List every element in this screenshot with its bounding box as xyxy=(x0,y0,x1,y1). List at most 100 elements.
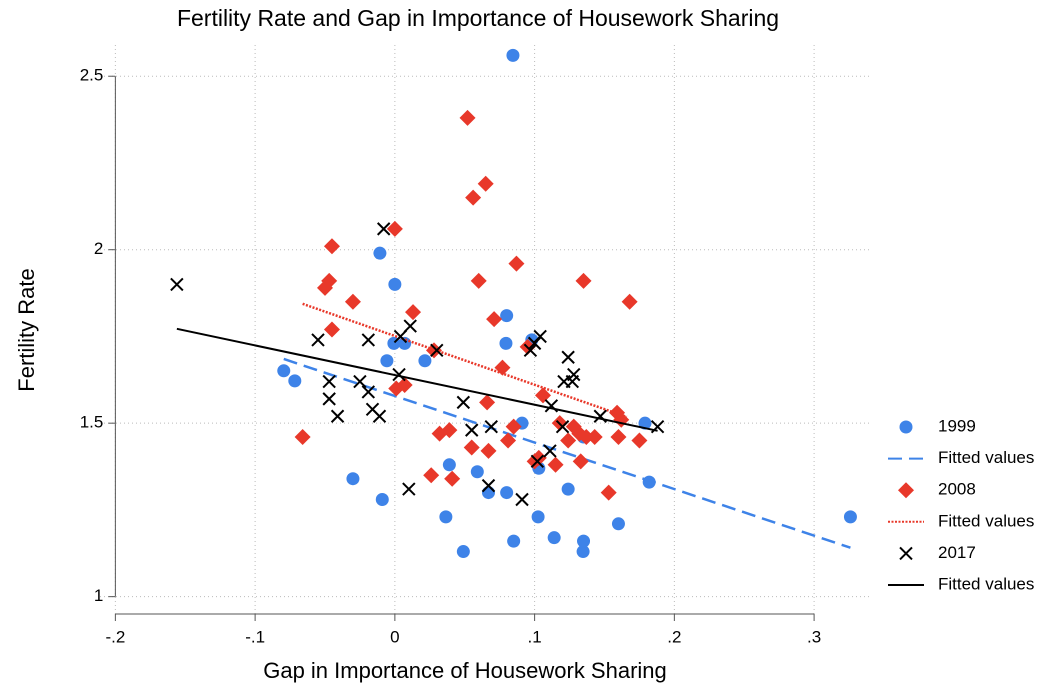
point xyxy=(444,470,461,487)
point xyxy=(456,545,470,559)
point xyxy=(567,367,581,382)
point xyxy=(508,255,525,272)
point xyxy=(578,429,595,446)
point xyxy=(500,309,514,323)
point xyxy=(375,493,389,507)
x-tick-label: -.1 xyxy=(245,627,265,646)
legend-swatch xyxy=(898,482,914,499)
point xyxy=(321,272,338,289)
y-tick-label: 1.5 xyxy=(80,413,104,432)
point xyxy=(507,534,521,548)
point xyxy=(465,189,482,206)
point xyxy=(547,456,564,473)
point xyxy=(611,517,625,531)
point xyxy=(418,354,432,368)
point xyxy=(572,453,589,470)
x-tick-label: .1 xyxy=(528,627,542,646)
y-tick-label: 2.5 xyxy=(80,66,104,85)
point xyxy=(380,354,394,368)
point xyxy=(477,175,494,192)
point xyxy=(361,385,376,399)
point xyxy=(561,482,575,496)
legend-label: Fitted values xyxy=(938,574,1034,593)
point xyxy=(322,392,336,406)
point xyxy=(499,336,513,350)
point xyxy=(398,336,412,350)
point xyxy=(361,333,376,347)
point xyxy=(561,350,575,364)
point xyxy=(534,387,551,404)
point xyxy=(459,109,476,126)
fit-line xyxy=(176,327,658,432)
point xyxy=(441,422,458,439)
point xyxy=(330,409,345,423)
point xyxy=(344,293,361,310)
point xyxy=(530,454,545,469)
point xyxy=(463,439,480,456)
legend-label: Fitted values xyxy=(938,511,1034,530)
point xyxy=(577,534,591,548)
point xyxy=(403,319,417,333)
point xyxy=(392,367,406,382)
point xyxy=(560,432,577,449)
point xyxy=(479,394,496,411)
point xyxy=(405,304,422,321)
legend-label: 1999 xyxy=(938,416,976,435)
point xyxy=(586,429,603,446)
point xyxy=(277,364,291,378)
point xyxy=(423,467,440,484)
point xyxy=(294,429,311,446)
point xyxy=(323,321,340,338)
legend-label: 2017 xyxy=(938,543,976,562)
point xyxy=(353,374,367,389)
legend-swatch xyxy=(899,420,913,434)
point xyxy=(533,329,547,344)
point xyxy=(170,277,184,292)
point xyxy=(506,48,520,62)
point xyxy=(500,486,514,500)
point xyxy=(523,343,538,358)
point xyxy=(346,472,360,486)
point xyxy=(484,419,498,434)
point xyxy=(505,418,522,435)
point xyxy=(600,484,617,501)
point xyxy=(547,531,561,545)
x-tick-label: -.2 xyxy=(105,627,125,646)
point xyxy=(388,277,402,291)
point xyxy=(470,272,487,289)
point xyxy=(480,442,497,459)
x-tick-label: .2 xyxy=(667,627,681,646)
point xyxy=(373,246,387,260)
point xyxy=(481,486,495,500)
x-tick-label: .3 xyxy=(807,627,821,646)
point xyxy=(311,333,325,347)
point xyxy=(638,416,652,430)
point xyxy=(470,465,484,479)
legend-swatch xyxy=(899,546,913,561)
point xyxy=(439,510,453,524)
point xyxy=(465,423,479,437)
point xyxy=(555,419,570,434)
point xyxy=(515,492,529,507)
point xyxy=(442,458,456,472)
point xyxy=(376,222,391,236)
x-tick-label: 0 xyxy=(390,627,399,646)
point xyxy=(575,272,592,289)
point xyxy=(288,374,302,388)
point xyxy=(530,449,547,466)
fit-line xyxy=(283,357,851,549)
point xyxy=(425,342,442,359)
point xyxy=(456,395,471,410)
point xyxy=(386,220,403,237)
point xyxy=(621,293,638,310)
chart-title: Fertility Rate and Gap in Importance of … xyxy=(177,5,779,31)
point xyxy=(486,311,503,328)
y-tick-label: 1 xyxy=(94,586,103,605)
point xyxy=(323,238,340,255)
y-axis-label: Fertility Rate xyxy=(14,268,39,391)
point xyxy=(543,444,557,458)
point xyxy=(402,482,416,496)
x-axis-label: Gap in Importance of Housework Sharing xyxy=(263,658,667,683)
point xyxy=(481,478,496,493)
